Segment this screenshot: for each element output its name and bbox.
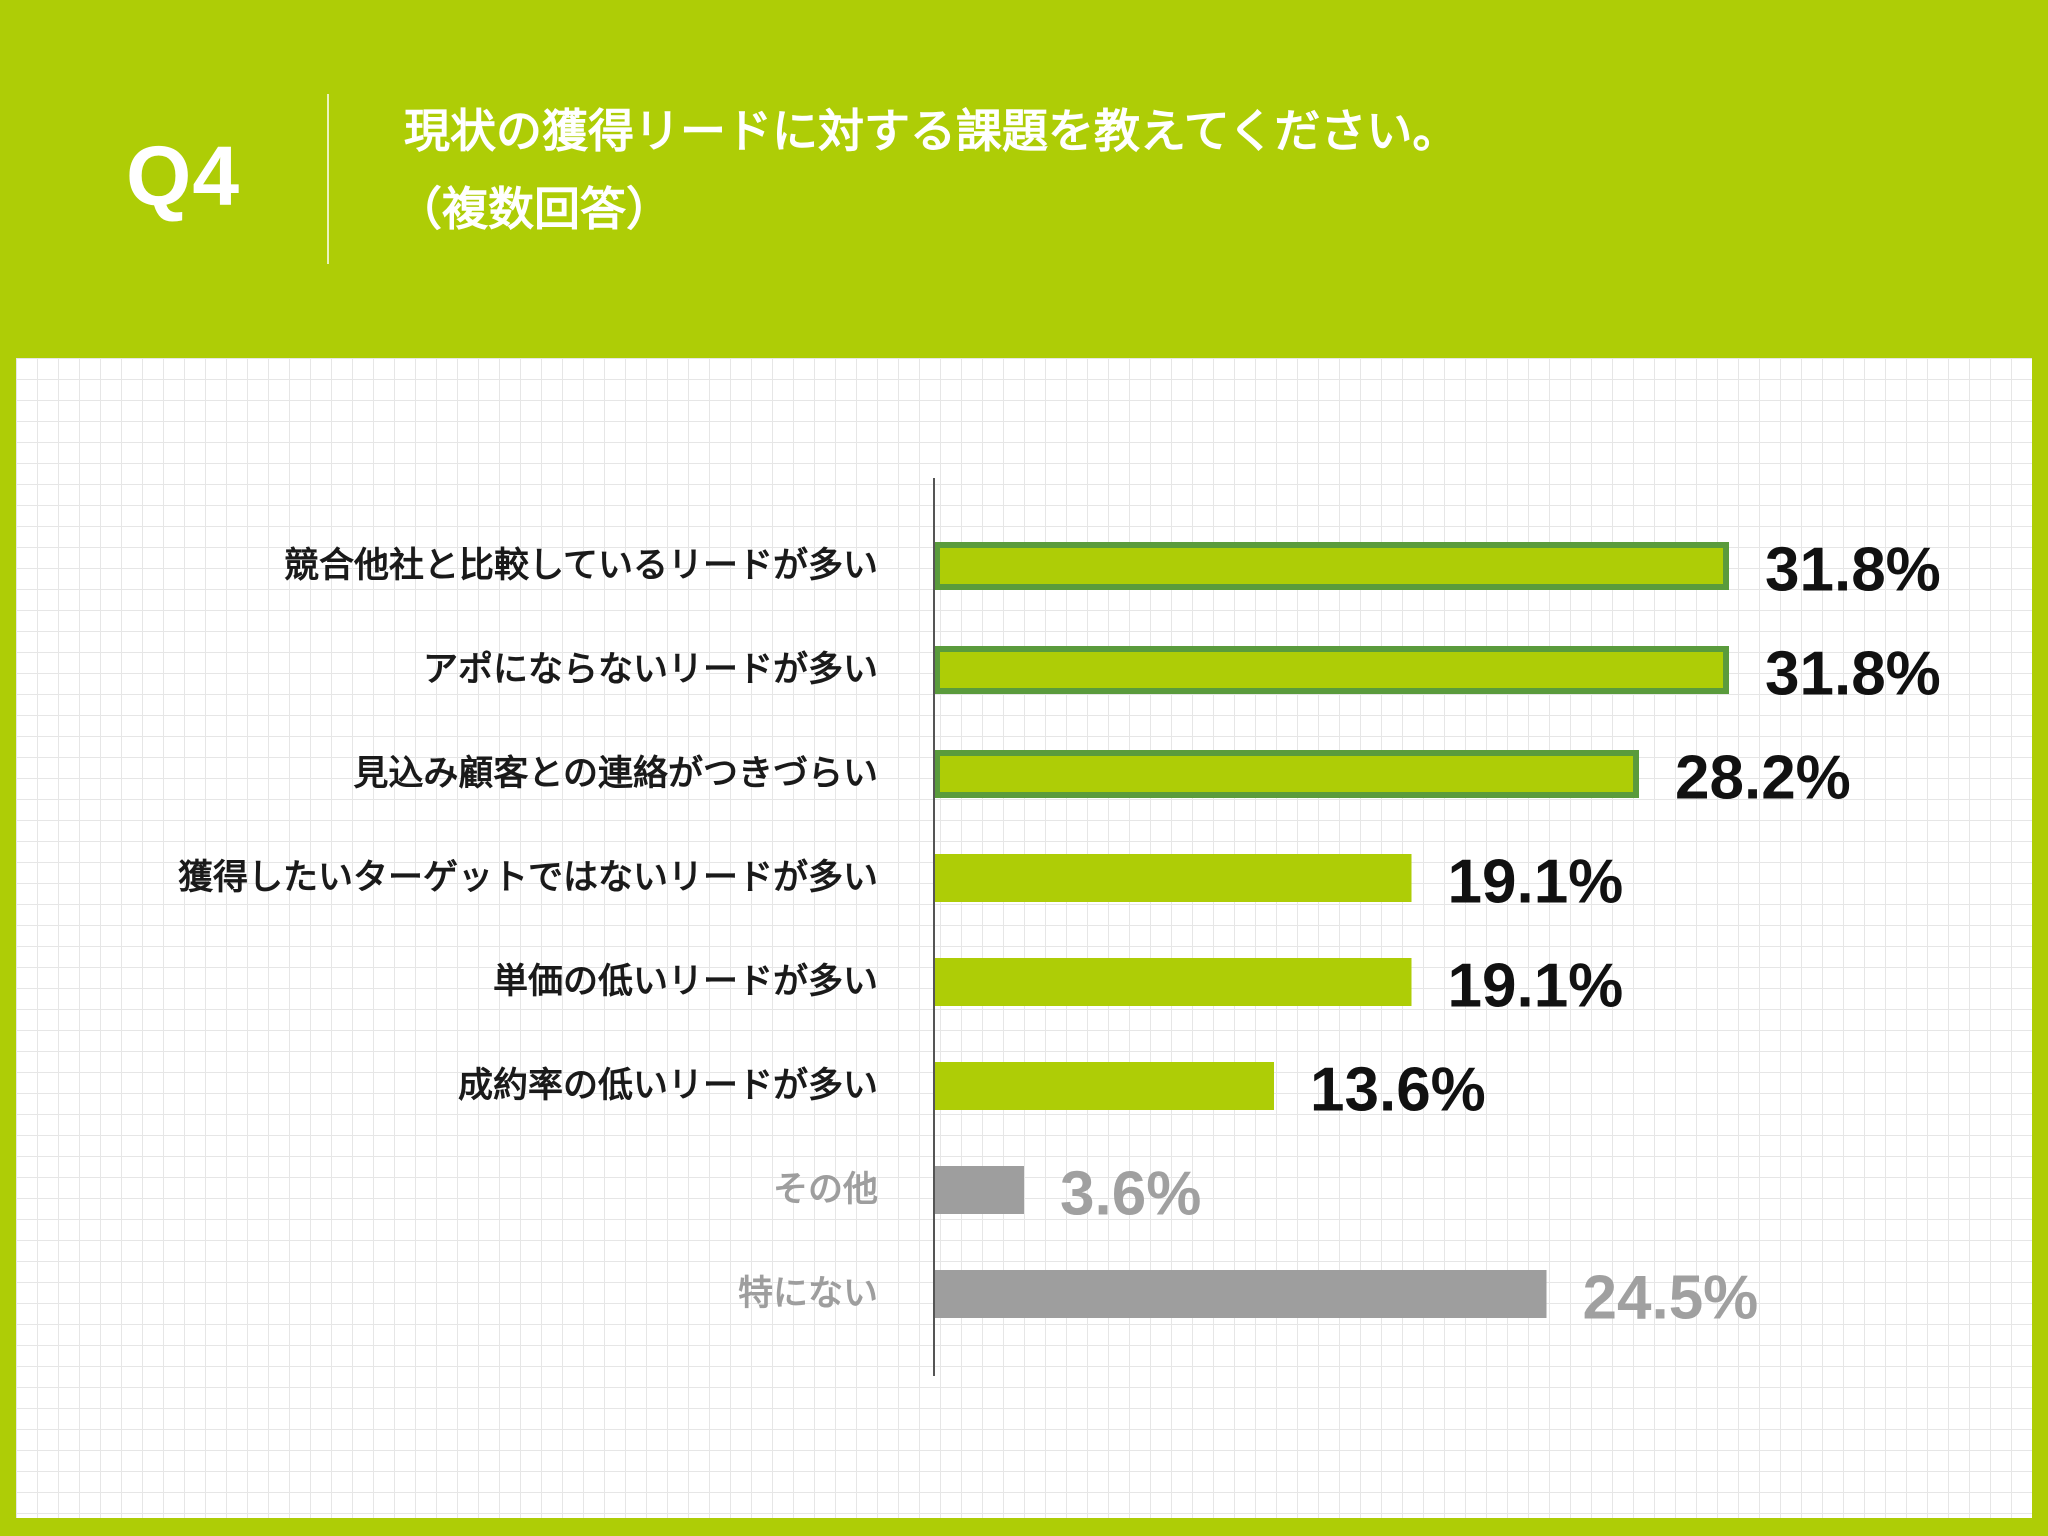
bar — [934, 646, 1729, 694]
header-divider — [327, 94, 329, 264]
value-label: 3.6% — [1060, 1160, 1201, 1229]
value-label: 31.8% — [1765, 640, 1941, 709]
value-label: 19.1% — [1448, 952, 1624, 1021]
bar — [934, 750, 1639, 798]
category-label: アポにならないリードが多い — [423, 649, 878, 690]
value-label: 24.5% — [1583, 1264, 1759, 1333]
category-label: 特にない — [738, 1274, 878, 1314]
value-label: 28.2% — [1675, 744, 1851, 813]
category-label: 獲得したいターゲットではないリードが多い — [178, 858, 878, 898]
chart-panel: 競合他社と比較しているリードが多い 31.8% アポにならないリードが多い 31.8%… — [16, 358, 2032, 1518]
question-header: Q4 現状の獲得リードに対する課題を教えてください。 （複数回答） — [0, 0, 2048, 358]
question-number: Q4 — [126, 129, 241, 223]
bar — [934, 1270, 1547, 1318]
bar — [934, 1062, 1274, 1110]
category-label: 成約率の低いリードが多い — [458, 1066, 878, 1106]
bar — [934, 958, 1412, 1006]
question-title: 現状の獲得リードに対する課題を教えてください。 — [404, 104, 1459, 158]
category-label: 単価の低いリードが多い — [493, 962, 878, 1002]
bar — [934, 854, 1412, 902]
value-label: 13.6% — [1310, 1056, 1486, 1125]
category-label: その他 — [773, 1170, 878, 1210]
bar — [934, 542, 1729, 590]
category-label: 見込み顧客との連絡がつきづらい — [353, 753, 878, 794]
category-label: 競合他社と比較しているリードが多い — [284, 546, 878, 586]
value-label: 31.8% — [1765, 536, 1941, 605]
bar-chart: 競合他社と比較しているリードが多い 31.8% アポにならないリードが多い 31.8%… — [178, 478, 1941, 1376]
bar — [934, 1166, 1024, 1214]
value-label: 19.1% — [1448, 848, 1624, 917]
question-subtitle: （複数回答） — [396, 182, 672, 236]
